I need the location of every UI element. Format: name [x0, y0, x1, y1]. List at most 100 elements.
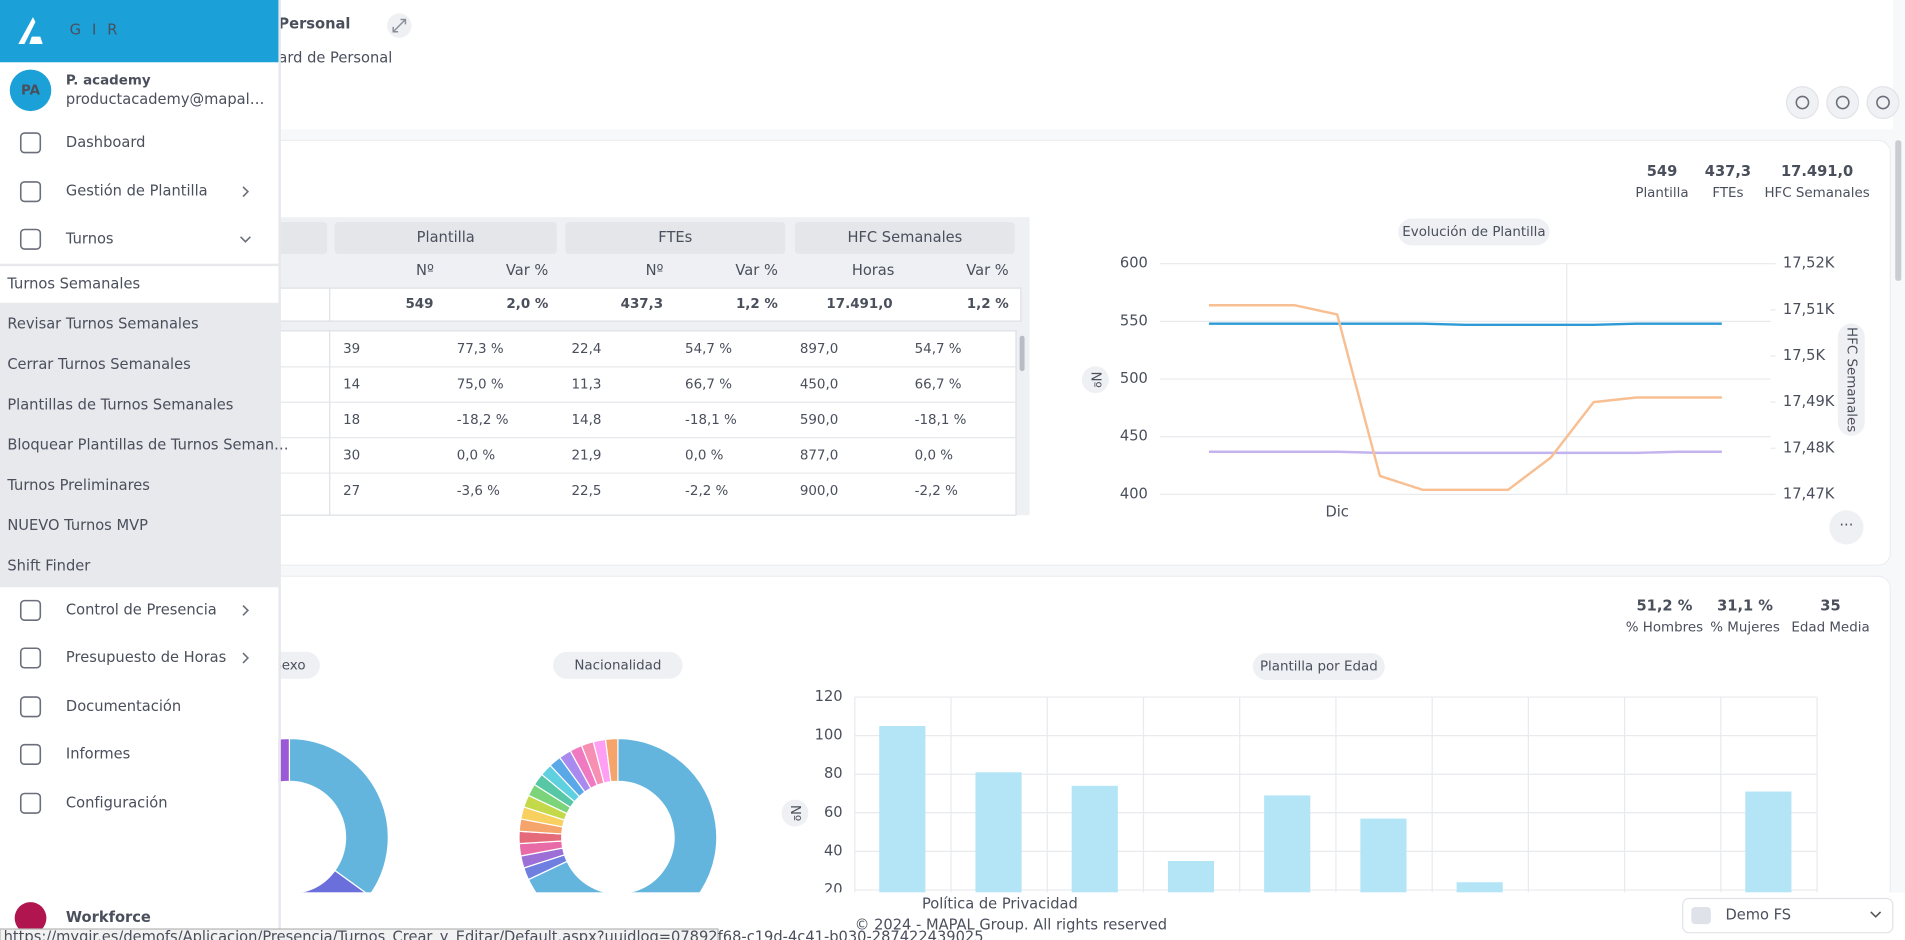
kpi-label: FTEs [1712, 186, 1743, 201]
chart-title-bg [1252, 653, 1385, 680]
toolbar-button[interactable] [1866, 86, 1900, 120]
table-cell: -3,6 % [457, 484, 500, 499]
menu-item[interactable]: Dashboard [66, 134, 145, 151]
y-axis-label: Nº [787, 805, 802, 821]
menu-item[interactable]: Configuración [66, 794, 168, 811]
bar [1071, 785, 1118, 893]
submenu-item[interactable]: Turnos Semanales [6, 275, 140, 292]
y-tick-label: 80 [824, 765, 843, 782]
table-cell: 22,5 [572, 484, 602, 499]
table-total-row [248, 287, 1022, 322]
workforce-link[interactable]: Workforce [66, 909, 151, 926]
ylabel-bg [1081, 366, 1109, 394]
table-total-cell: 549 [405, 297, 433, 312]
bar [1745, 791, 1792, 893]
page-title: Personal [278, 15, 350, 32]
y-tick-label: 550 [1120, 312, 1148, 329]
toolbar-icon [1876, 95, 1890, 110]
submenu-item[interactable]: Shift Finder [7, 557, 91, 574]
menu-item[interactable]: Presupuesto de Horas [66, 649, 226, 666]
table-cell: 22,4 [572, 342, 602, 357]
header-bg [0, 0, 1893, 130]
kpi-label: Plantilla [1635, 186, 1688, 201]
copyright: © 2024 - MAPAL Group. All rights reserve… [855, 916, 1167, 933]
menu-item[interactable]: Informes [66, 745, 130, 762]
ylabel-bg [781, 799, 809, 827]
kpi-label: HFC Semanales [1764, 186, 1869, 201]
kpi-value: 17.491,0 [1781, 163, 1853, 180]
table-cell: 11,3 [572, 378, 602, 393]
submenu-item[interactable]: Revisar Turnos Semanales [7, 316, 198, 333]
y-tick-label: 60 [824, 804, 843, 821]
submenu-item[interactable]: Bloquear Plantillas de Turnos Seman… [7, 437, 288, 454]
table-cell: 21,9 [572, 448, 602, 463]
table-total-cell: 2,0 % [506, 297, 548, 312]
pie-slice [604, 737, 619, 783]
kpi-value: 35 [1820, 598, 1840, 615]
chart-title: Sexo [273, 658, 305, 673]
menu-item[interactable]: Gestión de Plantilla [66, 183, 208, 200]
brand-name: GIR [70, 22, 129, 39]
page-subtitle: ard de Personal [278, 50, 392, 67]
chevron [242, 186, 250, 198]
environment-select[interactable] [1682, 897, 1894, 934]
more-button[interactable] [1829, 510, 1864, 545]
sidebar-shadow [278, 0, 281, 940]
bar [1264, 795, 1311, 893]
privacy-link[interactable]: Política de Privacidad [922, 896, 1078, 913]
bar [1360, 818, 1407, 893]
table-cell: 27 [343, 484, 360, 499]
toolbar-button[interactable] [1826, 86, 1860, 120]
bar [975, 772, 1022, 893]
toolbar-icon [1835, 95, 1850, 110]
submenu-item[interactable]: Plantillas de Turnos Semanales [7, 396, 233, 413]
brand-logo [18, 17, 43, 44]
menu-item[interactable]: Documentación [66, 698, 181, 715]
toolbar-button[interactable] [1785, 86, 1819, 120]
table-group-header [334, 222, 557, 254]
menu-icon [19, 792, 42, 814]
table-cell: 450,0 [800, 378, 838, 393]
kpi-value: 437,3 [1705, 163, 1751, 180]
chevron [240, 236, 251, 243]
bar [1456, 882, 1503, 893]
y-tick-label: 100 [815, 727, 843, 744]
table-cell: 14,8 [572, 413, 602, 428]
menu-item[interactable]: Turnos [65, 230, 114, 247]
expand-icon [392, 18, 407, 33]
line-series [1208, 303, 1722, 492]
table-cell: 0,0 % [685, 448, 724, 463]
status-bar [0, 928, 719, 940]
menu-icon [19, 696, 42, 718]
table-group-header [565, 222, 786, 254]
table-total-cell: 437,3 [621, 297, 663, 312]
table-group-label: Plantilla [417, 229, 475, 246]
menu-item[interactable]: Control de Presencia [66, 601, 217, 618]
table-group-label: FTEs [658, 229, 692, 246]
y-tick-label: 450 [1120, 428, 1148, 445]
table-total-cell: 17.491,0 [826, 297, 892, 312]
submenu-item[interactable]: NUEVO Turnos MVP [7, 517, 148, 534]
status-url: https://mygir.es/demofs/Aplicacion/Prese… [4, 929, 984, 940]
table-cell: 0,0 % [457, 448, 496, 463]
x-tick-label: Dic [1325, 504, 1348, 521]
kpi-value: 31,1 % [1717, 598, 1773, 615]
table-cell: 590,0 [800, 413, 838, 428]
submenu-item[interactable]: Turnos Preliminares [6, 477, 150, 494]
y-tick-label: 600 [1120, 255, 1148, 272]
submenu-item[interactable]: Cerrar Turnos Semanales [7, 356, 190, 373]
menu-icon [19, 647, 42, 669]
line-series [1208, 322, 1722, 327]
y-tick-label: 400 [1120, 485, 1148, 502]
table-cell: 54,7 % [685, 342, 732, 357]
y2-axis-label: HFC Semanales [1843, 327, 1858, 432]
y-tick-label: 20 [824, 881, 843, 898]
table-cell: -2,2 % [685, 484, 728, 499]
user-name: P. academy [66, 74, 151, 89]
kpi-label: Edad Media [1791, 620, 1869, 635]
table-group-label: HFC Semanales [847, 229, 962, 246]
table-total-cell: 1,2 % [736, 297, 778, 312]
